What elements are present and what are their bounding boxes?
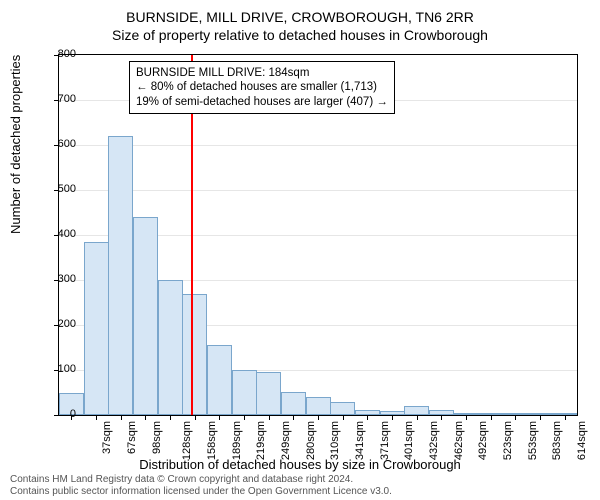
xtick-label: 128sqm xyxy=(181,421,193,460)
xtick-mark xyxy=(367,415,368,420)
xtick-mark xyxy=(417,415,418,420)
xaxis-title: Distribution of detached houses by size … xyxy=(0,457,600,472)
xtick-mark xyxy=(293,415,294,420)
histogram-bar xyxy=(281,392,306,415)
xtick-label: 432sqm xyxy=(428,421,440,460)
yaxis-title: Number of detached properties xyxy=(8,55,23,234)
annotation-box: BURNSIDE MILL DRIVE: 184sqm← 80% of deta… xyxy=(129,61,395,114)
ytick-label: 700 xyxy=(46,93,76,105)
xtick-label: 310sqm xyxy=(329,421,341,460)
footer-line-2: Contains public sector information licen… xyxy=(10,486,392,498)
histogram-bar xyxy=(232,370,257,415)
xtick-mark xyxy=(219,415,220,420)
annotation-line: BURNSIDE MILL DRIVE: 184sqm xyxy=(136,66,388,80)
xtick-mark xyxy=(318,415,319,420)
xtick-label: 492sqm xyxy=(477,421,489,460)
ytick-label: 800 xyxy=(46,48,76,60)
xtick-label: 583sqm xyxy=(551,421,563,460)
ytick-label: 200 xyxy=(46,318,76,330)
xtick-mark xyxy=(170,415,171,420)
ytick-label: 100 xyxy=(46,363,76,375)
ytick-label: 600 xyxy=(46,138,76,150)
annotation-line: ← 80% of detached houses are smaller (1,… xyxy=(136,80,388,94)
plot-area: 37sqm67sqm98sqm128sqm158sqm189sqm219sqm2… xyxy=(58,54,578,416)
xtick-label: 523sqm xyxy=(502,421,514,460)
xtick-label: 280sqm xyxy=(305,421,317,460)
histogram-bar xyxy=(404,406,429,415)
chart-container: BURNSIDE, MILL DRIVE, CROWBOROUGH, TN6 2… xyxy=(0,0,600,500)
annotation-line: 19% of semi-detached houses are larger (… xyxy=(136,95,388,109)
xtick-mark xyxy=(491,415,492,420)
ytick-label: 500 xyxy=(46,183,76,195)
histogram-bar xyxy=(256,372,281,415)
gridline xyxy=(59,145,577,146)
xtick-label: 158sqm xyxy=(206,421,218,460)
title-line-2: Size of property relative to detached ho… xyxy=(0,26,600,44)
chart-title: BURNSIDE, MILL DRIVE, CROWBOROUGH, TN6 2… xyxy=(0,0,600,44)
ytick-label: 300 xyxy=(46,273,76,285)
histogram-bar xyxy=(108,136,133,415)
xtick-label: 401sqm xyxy=(403,421,415,460)
xtick-label: 341sqm xyxy=(354,421,366,460)
xtick-label: 553sqm xyxy=(527,421,539,460)
xtick-label: 614sqm xyxy=(576,421,588,460)
title-line-1: BURNSIDE, MILL DRIVE, CROWBOROUGH, TN6 2… xyxy=(0,8,600,26)
xtick-mark xyxy=(515,415,516,420)
histogram-bar xyxy=(207,345,232,415)
xtick-mark xyxy=(441,415,442,420)
xtick-mark xyxy=(343,415,344,420)
xtick-label: 67sqm xyxy=(126,421,138,454)
histogram-bar xyxy=(330,402,355,416)
histogram-bar xyxy=(182,294,207,416)
xtick-mark xyxy=(540,415,541,420)
xtick-mark xyxy=(145,415,146,420)
xtick-mark xyxy=(392,415,393,420)
xtick-label: 249sqm xyxy=(280,421,292,460)
histogram-bar xyxy=(133,217,158,415)
xtick-mark xyxy=(466,415,467,420)
ytick-label: 400 xyxy=(46,228,76,240)
xtick-mark xyxy=(269,415,270,420)
xtick-label: 189sqm xyxy=(231,421,243,460)
xtick-mark xyxy=(244,415,245,420)
xtick-label: 462sqm xyxy=(453,421,465,460)
xtick-mark xyxy=(121,415,122,420)
histogram-bar xyxy=(158,280,183,415)
footer-line-1: Contains HM Land Registry data © Crown c… xyxy=(10,474,392,486)
xtick-label: 37sqm xyxy=(101,421,113,454)
xtick-mark xyxy=(96,415,97,420)
xtick-label: 219sqm xyxy=(255,421,267,460)
footer-attribution: Contains HM Land Registry data © Crown c… xyxy=(10,474,392,498)
xtick-mark xyxy=(565,415,566,420)
histogram-bar xyxy=(306,397,331,415)
histogram-bar xyxy=(84,242,109,415)
xtick-label: 98sqm xyxy=(151,421,163,454)
xtick-mark xyxy=(195,415,196,420)
xtick-label: 371sqm xyxy=(379,421,391,460)
gridline xyxy=(59,190,577,191)
ytick-label: 0 xyxy=(46,408,76,420)
